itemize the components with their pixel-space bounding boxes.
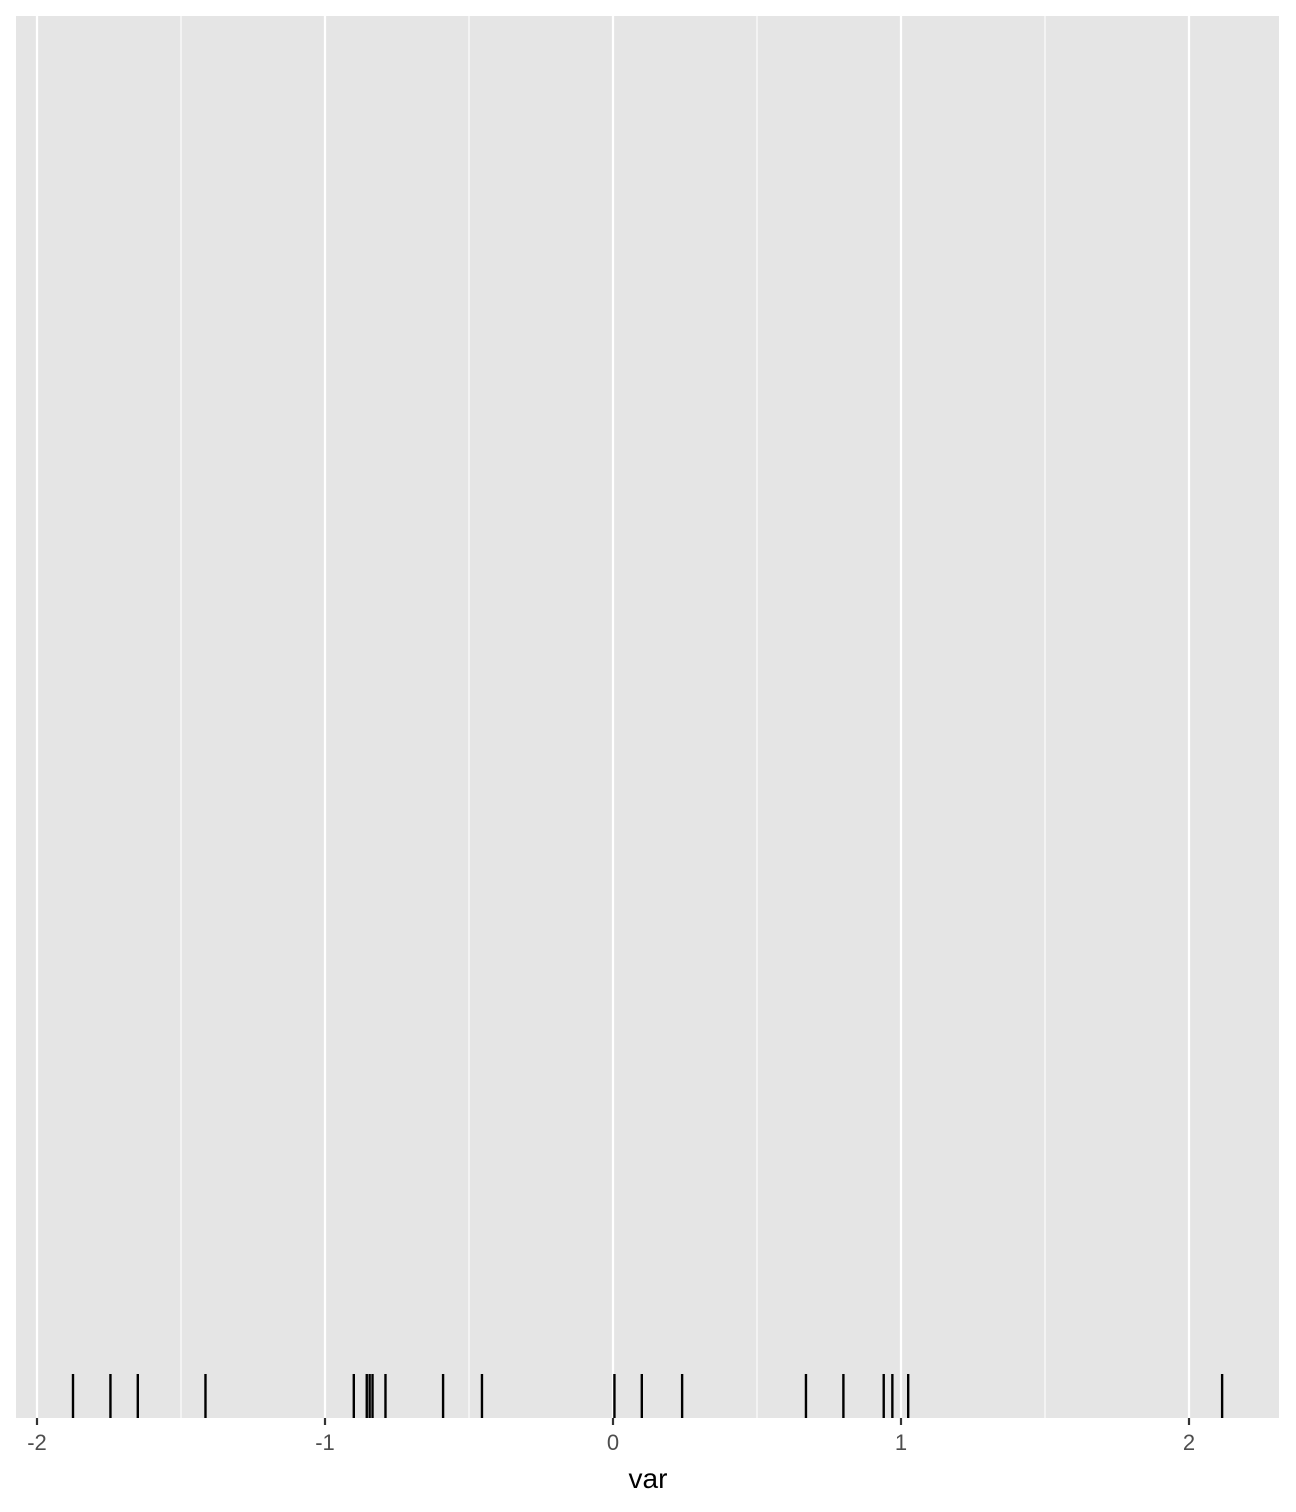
x-axis-ticks xyxy=(35,1418,1191,1425)
x-tick-label: -2 xyxy=(27,1430,47,1455)
major-gridlines xyxy=(35,16,1191,1418)
x-axis-tick-labels: -2 -1 0 1 2 xyxy=(27,1430,1195,1455)
x-axis-title: var xyxy=(629,1463,668,1494)
x-tick-label: 2 xyxy=(1183,1430,1195,1455)
x-tick-label: -1 xyxy=(315,1430,335,1455)
x-tick-label: 0 xyxy=(607,1430,619,1455)
plot-panel xyxy=(16,16,1279,1418)
rug-marks xyxy=(71,1374,1224,1418)
x-tick-label: 1 xyxy=(895,1430,907,1455)
minor-gridlines xyxy=(180,16,1046,1418)
